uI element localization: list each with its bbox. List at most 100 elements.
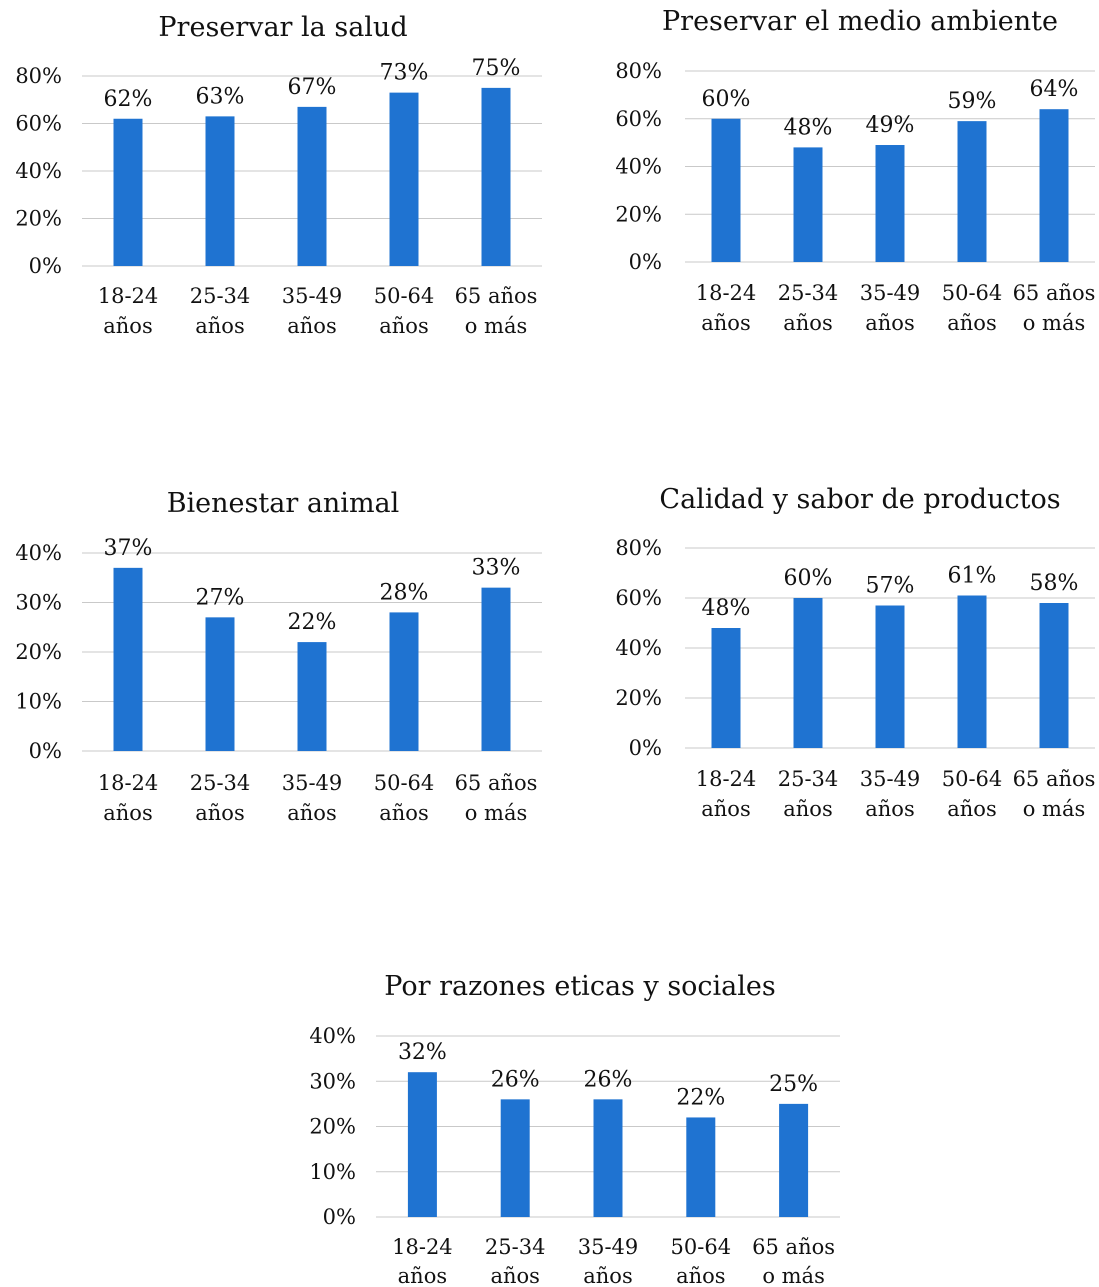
bar <box>481 587 511 751</box>
y-tick-label: 20% <box>615 202 662 226</box>
category-label: 25-34 <box>778 767 839 791</box>
chart-title: Calidad y sabor de productos <box>659 484 1060 515</box>
chart-title: Preservar el medio ambiente <box>662 6 1058 37</box>
bar <box>875 145 905 262</box>
chart-bienestar-animal: Bienestar animal 0% 10% 20% 30% 40% 37% 18-24 añ… <box>0 480 550 840</box>
bar <box>389 612 419 751</box>
category-label: 65 años <box>455 284 538 308</box>
bar <box>113 118 143 266</box>
data-label: 25% <box>769 1072 818 1097</box>
y-tick-label: 0% <box>629 250 662 274</box>
data-label: 61% <box>948 564 997 589</box>
category-label: 65 años <box>455 771 538 795</box>
category-label: años <box>379 801 428 825</box>
chart-calidad-sabor: Calidad y sabor de productos 0% 20% 40% 60% 8… <box>590 480 1099 840</box>
data-label: 64% <box>1030 77 1079 102</box>
data-label: 48% <box>702 596 751 621</box>
category-label: 35-49 <box>282 771 343 795</box>
category-label: 50-64 <box>374 284 435 308</box>
data-label: 32% <box>398 1040 447 1065</box>
y-tick-label: 40% <box>15 541 62 565</box>
bar <box>779 1103 809 1217</box>
category-label: o más <box>465 801 528 825</box>
y-tick-label: 40% <box>15 159 62 183</box>
chart-svg: Preservar el medio ambiente 0% 20% 40% 60% 80… <box>615 6 1096 335</box>
category-label: 25-34 <box>190 771 251 795</box>
category-label: años <box>865 311 914 335</box>
category-label: 50-64 <box>671 1235 732 1259</box>
category-label: años <box>195 314 244 338</box>
chart-preservar-salud: Preservar la salud 0% 20% 40% 60% 80% 62% 18-24… <box>0 0 550 350</box>
y-tick-label: 10% <box>309 1160 356 1184</box>
category-label: 25-34 <box>778 281 839 305</box>
data-label: 57% <box>866 574 915 599</box>
y-tick-label: 60% <box>15 112 62 136</box>
category-label: años <box>947 311 996 335</box>
category-label: años <box>103 801 152 825</box>
bar <box>711 118 741 262</box>
bar <box>793 598 823 748</box>
data-label: 62% <box>104 87 153 112</box>
bar <box>957 595 987 748</box>
category-label: 35-49 <box>860 767 921 791</box>
category-label: años <box>583 1264 632 1287</box>
chart-title: Bienestar animal <box>167 488 400 519</box>
y-tick-label: 0% <box>629 736 662 760</box>
y-tick-label: 60% <box>615 586 662 610</box>
data-label: 26% <box>584 1067 633 1092</box>
data-label: 60% <box>784 566 833 591</box>
category-label: 18-24 <box>98 771 159 795</box>
bar <box>500 1099 530 1217</box>
category-label: 18-24 <box>392 1235 453 1259</box>
data-label: 58% <box>1030 571 1079 596</box>
data-label: 67% <box>288 75 337 100</box>
category-label: años <box>379 314 428 338</box>
category-label: años <box>676 1264 725 1287</box>
y-tick-label: 80% <box>615 59 662 83</box>
y-tick-label: 0% <box>29 739 62 763</box>
data-label: 48% <box>784 115 833 140</box>
category-label: años <box>865 797 914 821</box>
data-label: 59% <box>948 89 997 114</box>
chart-svg: Por razones eticas y sociales 0% 10% 20% 30%… <box>309 971 840 1287</box>
category-label: años <box>103 314 152 338</box>
y-tick-label: 60% <box>615 107 662 131</box>
bar <box>407 1072 437 1217</box>
bar <box>793 147 823 262</box>
category-label: años <box>490 1264 539 1287</box>
category-label: o más <box>465 314 528 338</box>
category-label: 25-34 <box>485 1235 546 1259</box>
data-label: 33% <box>472 556 521 581</box>
bar <box>205 617 235 751</box>
bar <box>481 87 511 266</box>
category-label: años <box>783 797 832 821</box>
category-label: años <box>287 801 336 825</box>
bar <box>113 567 143 751</box>
category-label: 65 años <box>1013 767 1096 791</box>
category-label: años <box>783 311 832 335</box>
y-tick-label: 30% <box>15 591 62 615</box>
bar <box>875 605 905 748</box>
data-label: 49% <box>866 113 915 138</box>
y-tick-label: 10% <box>15 690 62 714</box>
data-label: 75% <box>472 56 521 81</box>
chart-svg: Calidad y sabor de productos 0% 20% 40% 60% 8… <box>615 484 1096 821</box>
data-label: 22% <box>676 1085 725 1110</box>
y-tick-label: 80% <box>15 64 62 88</box>
data-label: 27% <box>196 585 245 610</box>
bar <box>389 92 419 266</box>
bar <box>205 116 235 266</box>
category-label: años <box>947 797 996 821</box>
y-tick-label: 40% <box>309 1024 356 1048</box>
data-label: 73% <box>380 61 429 86</box>
category-label: 65 años <box>1013 281 1096 305</box>
y-tick-label: 80% <box>615 536 662 560</box>
chart-razones-eticas: Por razones eticas y sociales 0% 10% 20% 30%… <box>290 965 850 1287</box>
category-label: años <box>195 801 244 825</box>
y-tick-label: 0% <box>323 1205 356 1229</box>
category-label: o más <box>762 1264 825 1287</box>
y-tick-label: 20% <box>615 686 662 710</box>
chart-title: Preservar la salud <box>158 12 407 43</box>
y-tick-label: 40% <box>615 155 662 179</box>
y-tick-label: 20% <box>15 207 62 231</box>
